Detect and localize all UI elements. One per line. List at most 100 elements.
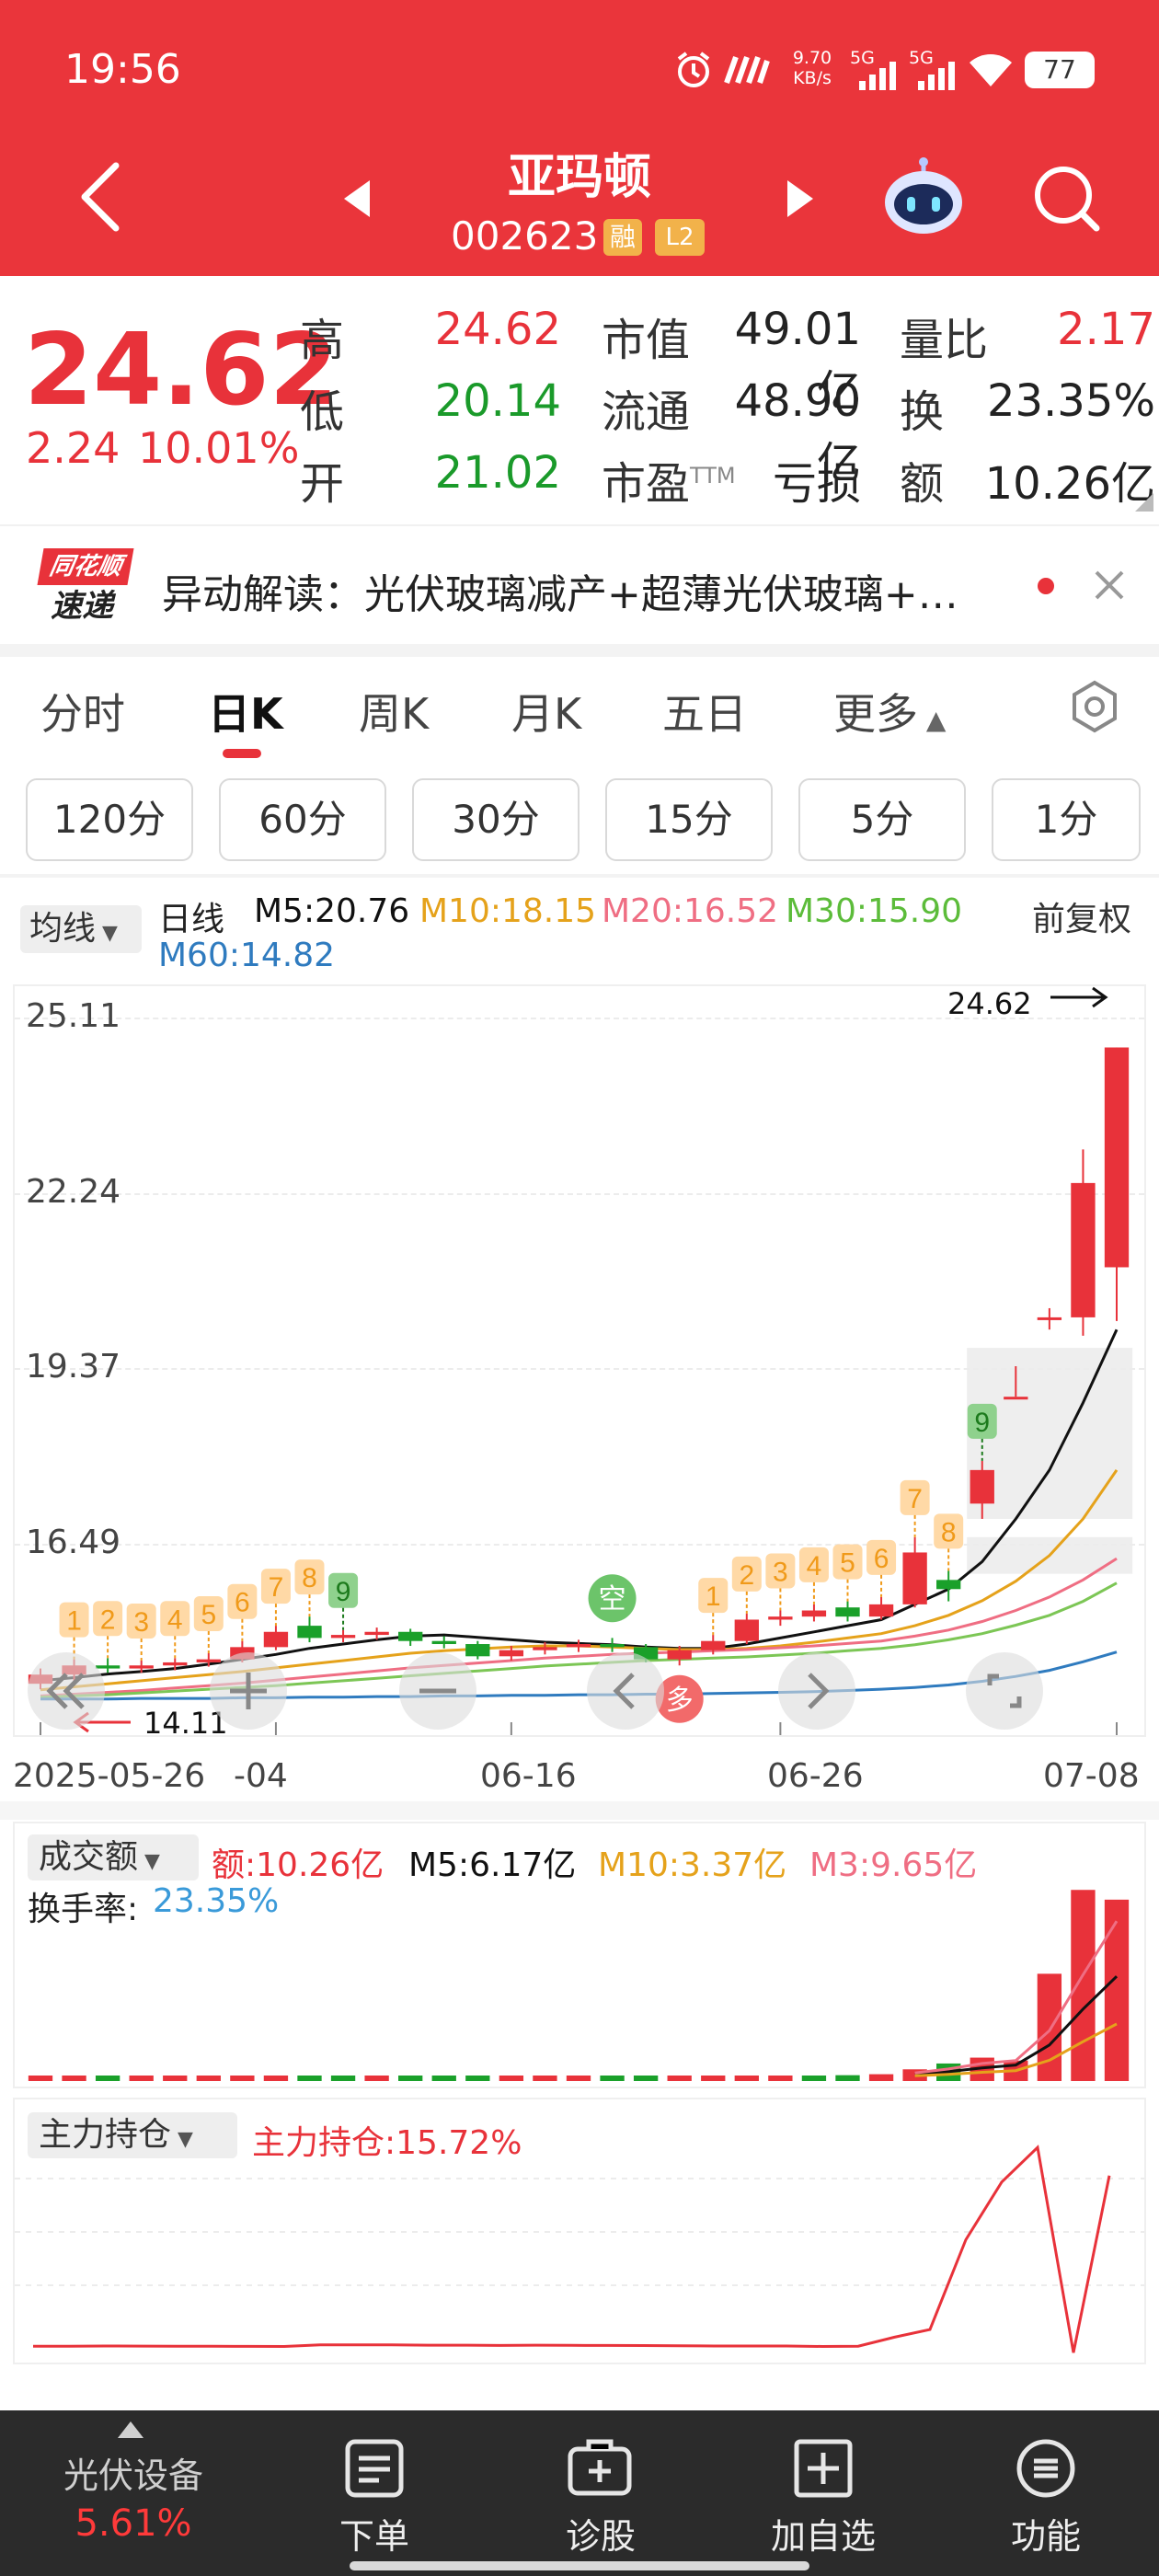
menu-icon[interactable] bbox=[1016, 2438, 1076, 2499]
volume-bar bbox=[734, 2076, 759, 2081]
order-icon[interactable] bbox=[342, 2438, 407, 2499]
volume-panel[interactable] bbox=[13, 1822, 1146, 2088]
caret-up-icon[interactable] bbox=[118, 2421, 143, 2438]
kline-chart-frame[interactable] bbox=[13, 984, 1146, 1737]
volume-bar bbox=[465, 2076, 490, 2081]
close-news-icon[interactable] bbox=[1091, 567, 1128, 604]
signal-marker bbox=[328, 1572, 359, 1608]
robot-assistant-icon[interactable] bbox=[881, 156, 966, 237]
signal-number: 3 bbox=[133, 1607, 149, 1638]
volume-bar bbox=[566, 2076, 591, 2081]
volume-bar bbox=[330, 2076, 356, 2081]
volume-bar bbox=[499, 2076, 524, 2081]
candle-body bbox=[936, 1580, 961, 1590]
grid-line bbox=[15, 1192, 1144, 1195]
candle-body bbox=[163, 1662, 188, 1666]
low-value: 20.14 bbox=[434, 375, 561, 427]
scroll-right-button[interactable] bbox=[778, 1652, 855, 1730]
dropdown-caret-icon: ▼ bbox=[138, 1850, 160, 1873]
signal-number: 6 bbox=[235, 1588, 250, 1618]
chart-settings-icon[interactable] bbox=[1067, 679, 1122, 734]
float-value: 48.90亿 bbox=[734, 375, 861, 489]
signal-number: 4 bbox=[807, 1551, 822, 1581]
hot-sector-name[interactable]: 光伏设备 bbox=[63, 2455, 203, 2496]
signal-marker bbox=[832, 1544, 863, 1580]
holdings-indicator-selector[interactable]: 主力持仓 ▼ bbox=[28, 2112, 237, 2158]
news-headline[interactable]: 异动解读：光伏玻璃减产+超薄光伏玻璃+… bbox=[162, 571, 958, 618]
volume-m3: M3:9.65亿 bbox=[809, 1846, 978, 1884]
fullscreen-button[interactable] bbox=[966, 1652, 1043, 1730]
candle-body bbox=[600, 1644, 625, 1648]
signal-number: 4 bbox=[167, 1604, 183, 1635]
news-strip[interactable]: 同花顺 速递 异动解读：光伏玻璃减产+超薄光伏玻璃+… bbox=[0, 524, 1159, 644]
y-tick-label: 19.37 bbox=[26, 1348, 121, 1386]
candle-body bbox=[734, 1619, 759, 1641]
amount-label: 额 bbox=[900, 458, 945, 510]
add-watchlist-label[interactable]: 加自选 bbox=[770, 2516, 876, 2557]
volume-indicator-selector[interactable]: 成交额 ▼ bbox=[28, 1834, 199, 1880]
pe-label: 市盈TTM bbox=[602, 458, 736, 510]
candle-body bbox=[566, 1644, 591, 1648]
volume-bar bbox=[364, 2076, 389, 2081]
scroll-left-fast-button[interactable] bbox=[28, 1652, 105, 1730]
candle-body bbox=[263, 1631, 289, 1648]
signal-marker bbox=[160, 1601, 190, 1637]
volume-bar bbox=[62, 2076, 86, 2081]
y-tick-label: 22.24 bbox=[26, 1172, 121, 1211]
order-label[interactable]: 下单 bbox=[339, 2516, 409, 2557]
signal-marker bbox=[798, 1547, 829, 1582]
wifi-icon bbox=[968, 50, 1014, 88]
candle-body bbox=[1004, 1397, 1028, 1400]
diagnose-icon[interactable] bbox=[567, 2438, 633, 2499]
btn-1min[interactable]: 1分 bbox=[992, 778, 1141, 861]
signal-marker bbox=[934, 1513, 964, 1549]
btn-5min[interactable]: 5分 bbox=[798, 778, 966, 861]
divider bbox=[0, 874, 1159, 878]
holdings-panel[interactable] bbox=[13, 2098, 1146, 2364]
volume-bar bbox=[868, 2074, 894, 2081]
next-stock-button[interactable] bbox=[784, 178, 817, 219]
volume-bar bbox=[95, 2076, 120, 2081]
diagnose-label[interactable]: 诊股 bbox=[565, 2516, 636, 2557]
x-label-4: 06-26 bbox=[767, 1757, 864, 1795]
low-label: 低 bbox=[300, 386, 345, 438]
zoom-out-button[interactable] bbox=[399, 1652, 476, 1730]
tab-intraday[interactable]: 分时 bbox=[40, 689, 125, 739]
candle-body bbox=[801, 1610, 827, 1617]
zoom-in-button[interactable] bbox=[210, 1652, 287, 1730]
signal-marker bbox=[900, 1479, 930, 1515]
tab-five-day[interactable]: 五日 bbox=[662, 689, 747, 739]
indicator-selector[interactable]: 均线 ▼ bbox=[20, 905, 142, 953]
prev-stock-button[interactable] bbox=[340, 178, 373, 219]
back-button[interactable] bbox=[74, 158, 129, 236]
candle-body bbox=[465, 1644, 490, 1657]
turnover-rate-value: 23.35% bbox=[153, 1882, 280, 1920]
btn-30min[interactable]: 30分 bbox=[412, 778, 580, 861]
btn-120min[interactable]: 120分 bbox=[26, 778, 193, 861]
adjust-mode[interactable]: 前复权 bbox=[1032, 901, 1132, 938]
signal-2-icon: 5G bbox=[909, 48, 962, 90]
signal-number: 1 bbox=[66, 1606, 82, 1637]
add-watchlist-icon[interactable] bbox=[793, 2438, 854, 2499]
volume-ratio-value: 2.17 bbox=[1057, 304, 1155, 355]
signal-number: 7 bbox=[907, 1484, 923, 1514]
stock-name: 亚玛顿 bbox=[507, 150, 651, 205]
search-icon[interactable] bbox=[1030, 162, 1104, 236]
grid-line bbox=[15, 1018, 1144, 1019]
tab-monthly-k[interactable]: 月K bbox=[511, 689, 582, 739]
signal-number: 7 bbox=[269, 1572, 284, 1603]
expand-corner-icon[interactable] bbox=[1135, 493, 1153, 512]
signal-number: 5 bbox=[840, 1548, 855, 1579]
tab-weekly-k[interactable]: 周K bbox=[359, 689, 430, 739]
tab-daily-k[interactable]: 日K bbox=[208, 689, 283, 739]
candle-body bbox=[95, 1665, 120, 1669]
menu-label[interactable]: 功能 bbox=[1010, 2516, 1081, 2557]
signal-1-icon: 5G bbox=[850, 48, 903, 90]
tab-more[interactable]: 更多 ▲ bbox=[833, 689, 947, 739]
volume-bar bbox=[835, 2075, 860, 2081]
btn-15min[interactable]: 15分 bbox=[605, 778, 773, 861]
btn-60min[interactable]: 60分 bbox=[219, 778, 386, 861]
scroll-left-button[interactable] bbox=[587, 1652, 664, 1730]
candle-body bbox=[1037, 1317, 1062, 1320]
volume-bar bbox=[230, 2076, 255, 2081]
